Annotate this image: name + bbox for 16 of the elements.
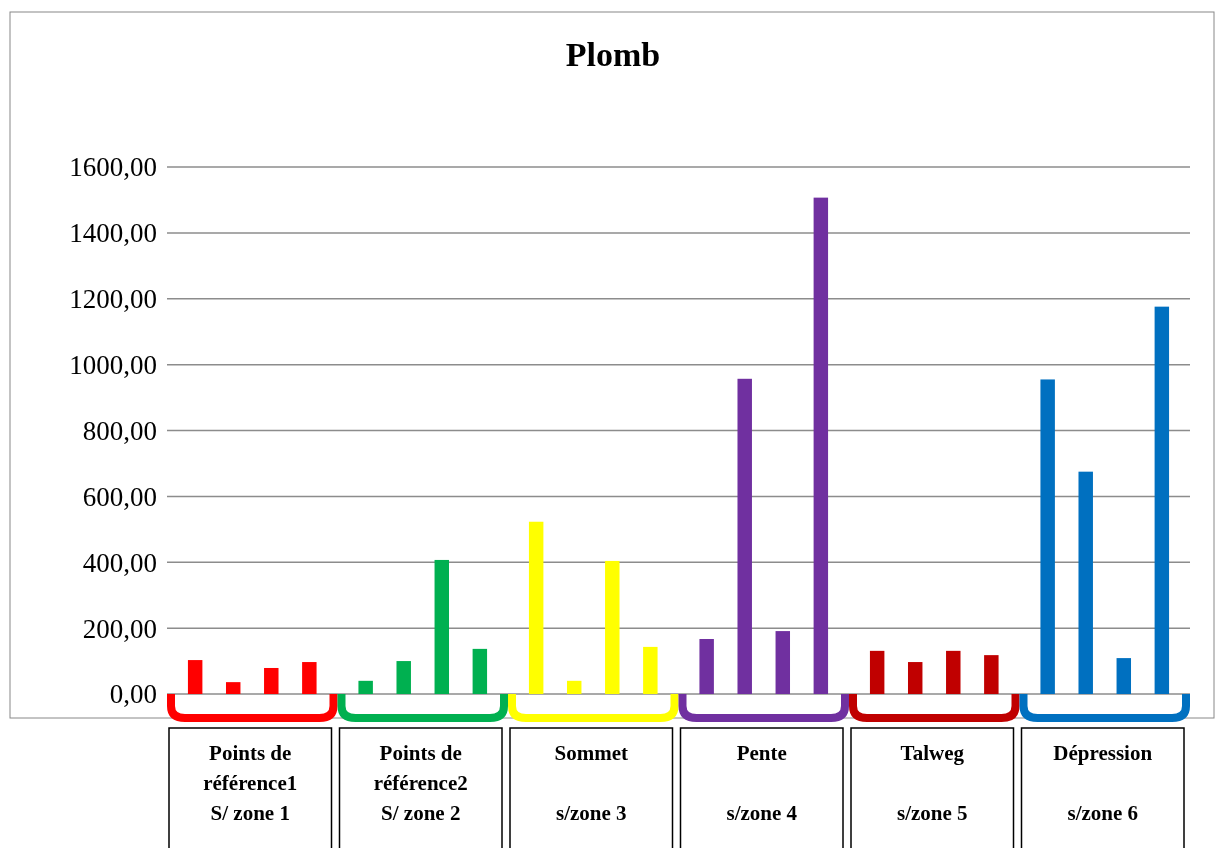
y-tick-label: 1400,00 xyxy=(69,218,157,249)
category-label: Dépression s/zone 6 xyxy=(1053,741,1153,825)
y-tick-label: 400,00 xyxy=(82,547,157,578)
y-tick-label: 0,00 xyxy=(109,679,157,710)
y-tick-label: 1600,00 xyxy=(69,152,157,183)
category-label: Sommet s/zone 3 xyxy=(554,741,628,825)
category-label: Talweg s/zone 5 xyxy=(896,741,968,825)
chart-title: Plomb xyxy=(565,36,661,73)
category-label: Pente s/zone 4 xyxy=(726,741,798,825)
x-tick-label: Points de référence2 S/ zone 2 xyxy=(373,741,468,825)
y-tick-label: 600,00 xyxy=(82,481,157,512)
y-tick-label: 800,00 xyxy=(82,415,157,446)
y-tick-label: 1200,00 xyxy=(69,284,157,315)
y-tick-label: 1000,00 xyxy=(69,350,157,381)
y-tick-label: 200,00 xyxy=(82,613,157,644)
x-tick-label: Points de référence1 S/ zone 1 xyxy=(203,741,298,825)
